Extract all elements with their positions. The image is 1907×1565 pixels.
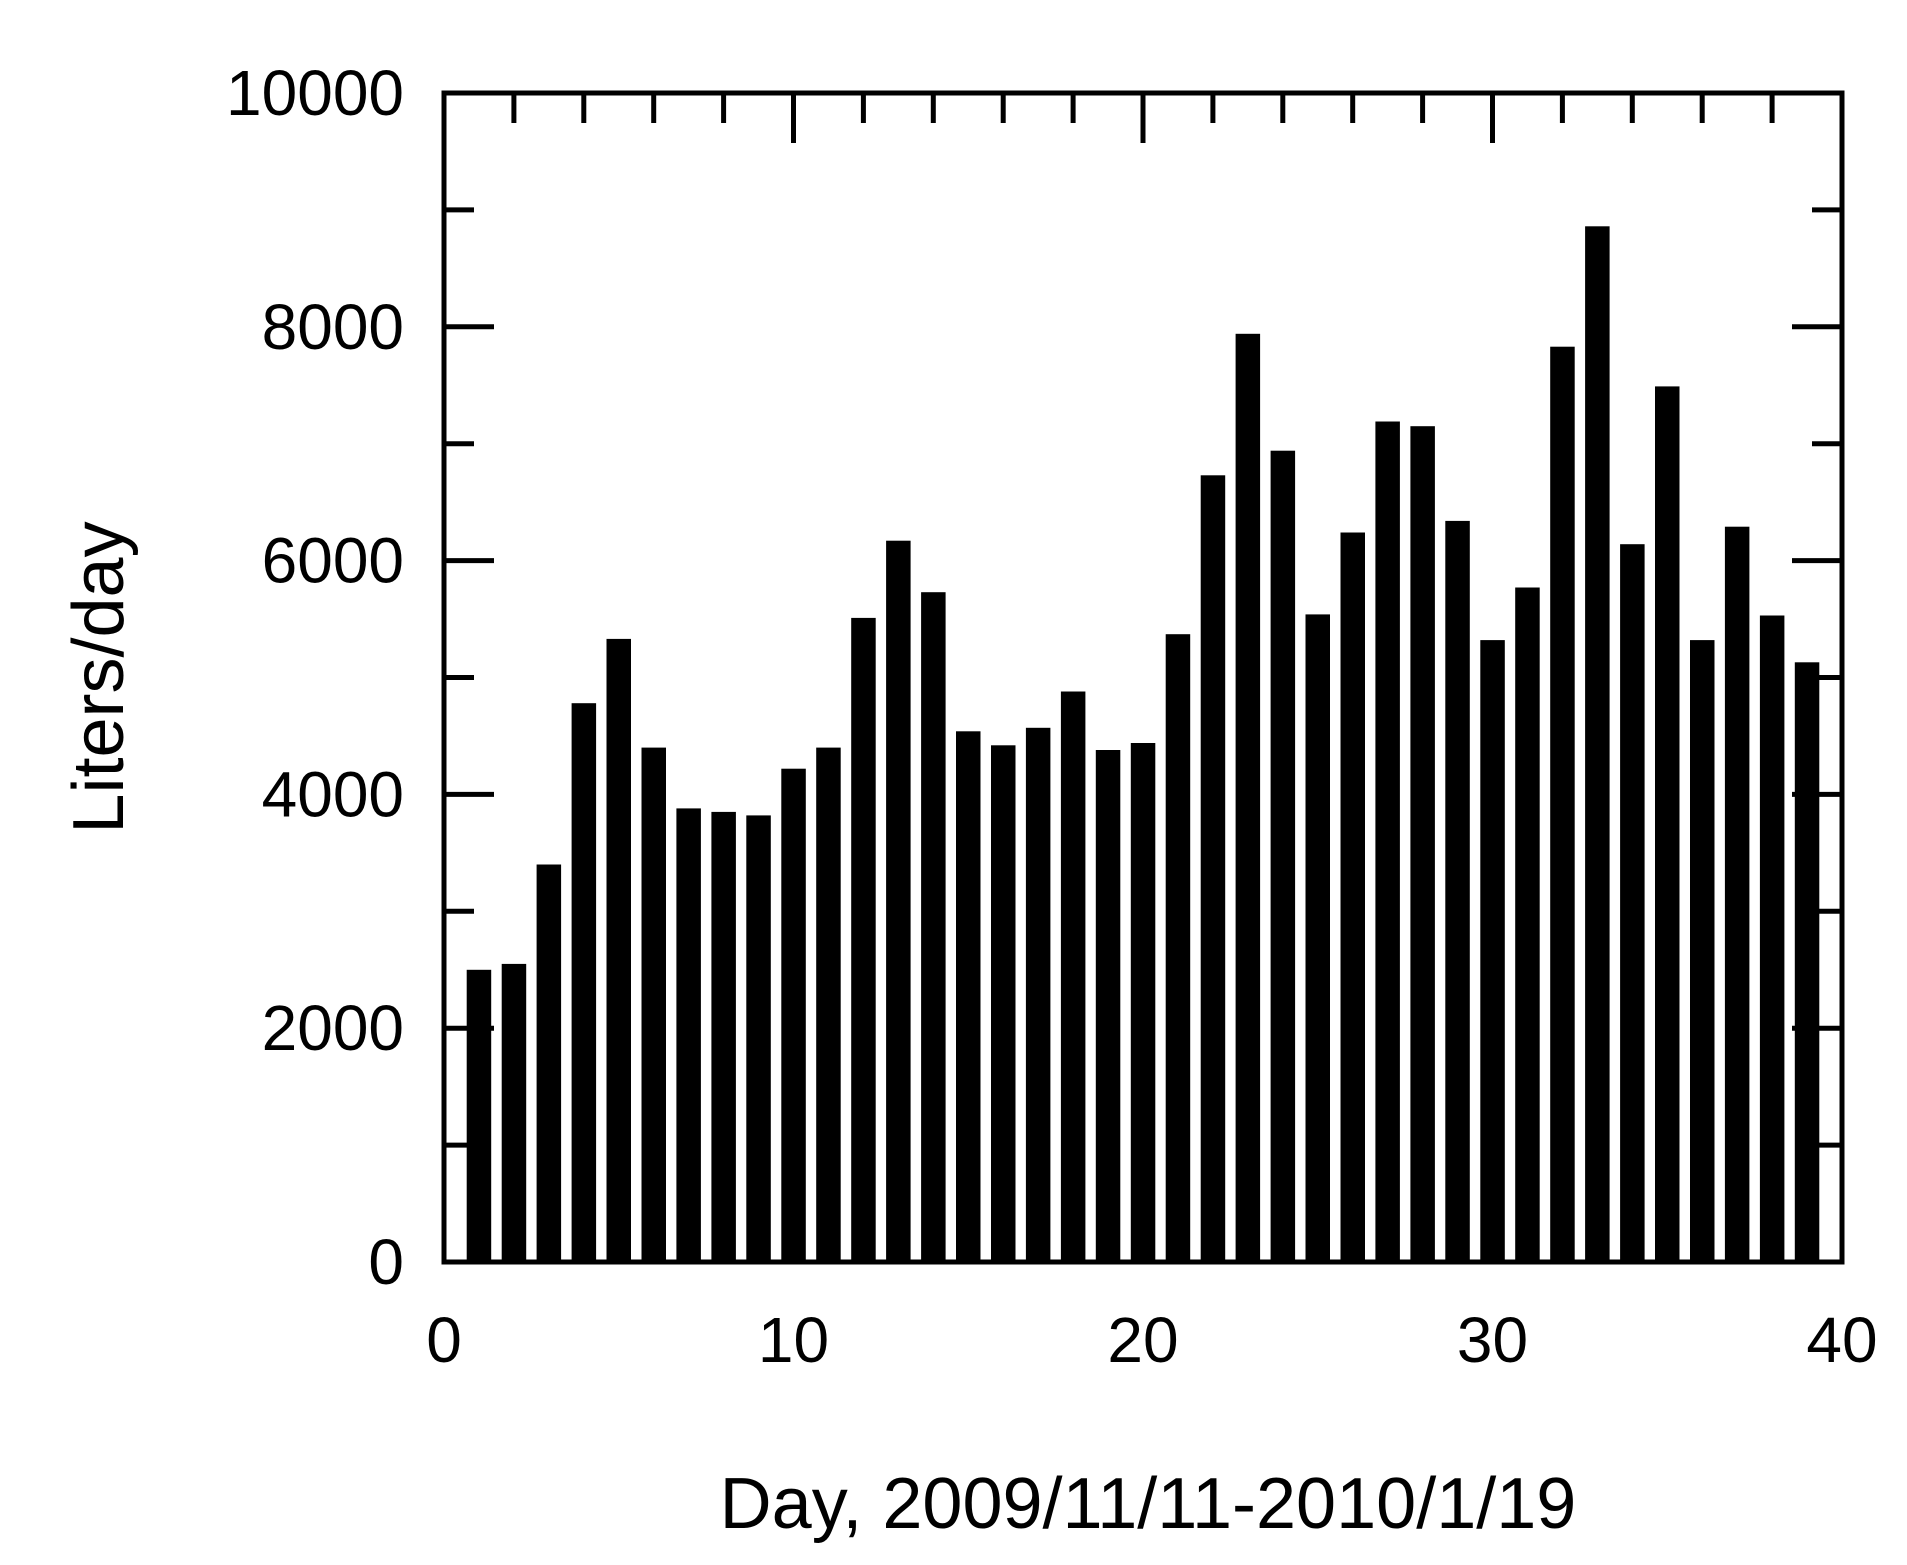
y-tick-label: 4000 <box>262 758 404 830</box>
y-tick-labels: 0 2000 4000 6000 8000 10000 <box>226 57 404 1298</box>
bar-day-25 <box>1305 614 1330 1262</box>
bar-day-12 <box>851 617 876 1262</box>
bar-day-17 <box>1025 727 1051 1262</box>
bar-day-27 <box>1375 421 1400 1262</box>
bar-day-3 <box>536 864 562 1262</box>
x-tick-labels: 0 10 20 30 40 <box>426 1304 1877 1376</box>
x-tick-label: 40 <box>1806 1304 1877 1376</box>
bar-day-18 <box>1060 691 1086 1262</box>
x-tick-label: 20 <box>1107 1304 1178 1376</box>
bar-day-16 <box>991 745 1016 1262</box>
bar-day-14 <box>921 592 946 1262</box>
bar-day-36 <box>1690 640 1715 1262</box>
bar-day-4 <box>571 703 597 1262</box>
bar-day-26 <box>1340 532 1365 1262</box>
y-tick-label: 0 <box>368 1226 404 1298</box>
bar-day-24 <box>1270 450 1296 1262</box>
bar-day-34 <box>1620 544 1645 1262</box>
y-tick-label: 6000 <box>262 525 404 597</box>
x-axis-label: Day, 2009/11/11-2010/1/19 <box>720 1464 1577 1544</box>
bar-day-6 <box>641 747 666 1262</box>
bar-day-28 <box>1410 426 1435 1262</box>
bar-day-30 <box>1480 640 1505 1262</box>
bar-day-31 <box>1515 587 1540 1262</box>
bar-day-23 <box>1235 333 1261 1262</box>
bar-day-21 <box>1165 634 1191 1262</box>
bar-day-1 <box>466 969 492 1263</box>
bar-day-15 <box>956 731 981 1262</box>
y-tick-label: 2000 <box>262 992 404 1064</box>
y-tick-label: 10000 <box>226 57 404 129</box>
bar-day-35 <box>1655 386 1680 1262</box>
bar-day-39 <box>1794 662 1820 1262</box>
bar-day-10 <box>781 768 806 1262</box>
bar-day-7 <box>676 808 701 1262</box>
bar-day-5 <box>606 638 631 1262</box>
y-axis-label: Liters/day <box>59 521 139 833</box>
bar-day-38 <box>1759 615 1785 1262</box>
bar-day-33 <box>1585 226 1610 1262</box>
bar-day-19 <box>1095 750 1121 1262</box>
x-tick-label: 30 <box>1457 1304 1528 1376</box>
bar-day-11 <box>816 747 841 1262</box>
bar-day-8 <box>711 811 736 1262</box>
bar-day-22 <box>1200 475 1226 1262</box>
bar-day-20 <box>1130 743 1156 1262</box>
bars-group <box>466 226 1820 1263</box>
bar-day-13 <box>886 540 911 1262</box>
x-tick-label: 0 <box>426 1304 462 1376</box>
bar-day-29 <box>1445 520 1470 1262</box>
plot-frame <box>441 90 1845 1265</box>
y-tick-label: 8000 <box>262 291 404 363</box>
ticks-group <box>444 93 1842 1148</box>
bar-day-9 <box>746 815 771 1262</box>
bar-day-2 <box>501 963 527 1262</box>
bar-day-37 <box>1724 526 1750 1262</box>
x-tick-label: 10 <box>758 1304 829 1376</box>
bar-day-32 <box>1550 346 1575 1262</box>
